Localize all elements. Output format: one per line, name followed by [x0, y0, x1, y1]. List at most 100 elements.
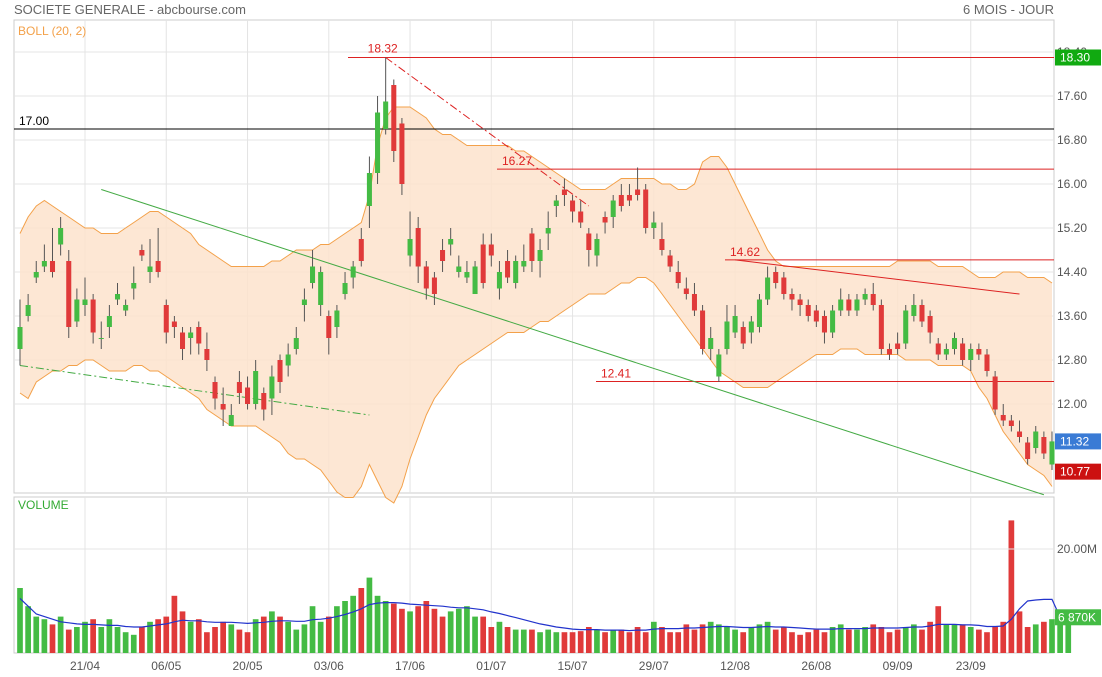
candle-down [488, 244, 494, 256]
volume-bar [569, 632, 576, 653]
candle-up [366, 173, 372, 206]
volume-bar [724, 627, 730, 653]
candle-up [74, 299, 80, 322]
volume-bar [49, 624, 56, 653]
candle-up [350, 266, 356, 278]
candle-down [984, 354, 990, 371]
volume-bar [715, 624, 722, 653]
y-tick-label: 16.80 [1057, 133, 1087, 147]
candle-down [635, 189, 641, 195]
volume-bar [577, 631, 584, 653]
volume-bar [780, 627, 787, 653]
candle-down [960, 343, 966, 360]
volume-bar [33, 616, 40, 653]
candle-up [862, 294, 868, 300]
volume-bar [447, 611, 454, 653]
candle-down [220, 404, 226, 410]
candle-down [813, 310, 819, 322]
volume-bar [984, 632, 990, 653]
candle-up [748, 321, 754, 333]
volume-bar [911, 624, 917, 653]
volume-bar [236, 629, 243, 653]
volume-bar [74, 627, 80, 653]
candle-down [1041, 437, 1047, 454]
volume-bar [878, 627, 885, 653]
trendline [735, 259, 1020, 295]
y-tick-label: 16.00 [1057, 177, 1087, 191]
candle-down [49, 261, 56, 272]
candle-down [602, 217, 608, 223]
candle-up [147, 266, 153, 272]
candle-up [375, 112, 381, 173]
volume-bar [1041, 621, 1047, 653]
volume-last-tag-label: 6 870K [1058, 610, 1096, 624]
volume-bar [114, 627, 121, 653]
candle-down [976, 349, 982, 355]
candle-down [878, 305, 884, 349]
volume-bar [846, 629, 852, 653]
trendline [385, 57, 590, 207]
volume-bar [659, 627, 665, 653]
volume-bar [350, 595, 357, 653]
candle-up [716, 354, 722, 377]
volume-bar [520, 629, 527, 653]
volume-bar [399, 608, 405, 653]
candle-up [854, 299, 860, 311]
candle-down [919, 305, 925, 322]
candle-down [781, 277, 787, 294]
volume-bar [504, 627, 511, 653]
peak-annotation: 18.32 [368, 41, 398, 55]
x-tick-label: 12/08 [720, 659, 750, 673]
candle-up [25, 305, 31, 316]
candle-down [90, 299, 96, 333]
volume-bar [496, 621, 503, 653]
volume-bar [455, 608, 462, 653]
candle-down [821, 316, 827, 333]
volume-bar [854, 629, 860, 653]
candle-up [610, 200, 616, 217]
candle-up [33, 272, 39, 278]
candle-up [131, 283, 137, 289]
candle-up [594, 239, 600, 256]
x-tick-label: 21/04 [70, 659, 100, 673]
candle-down [163, 305, 169, 333]
candle-down [391, 85, 397, 151]
candle-down [139, 250, 145, 256]
candle-down [578, 211, 584, 223]
volume-bar [561, 632, 568, 653]
candle-up [732, 316, 738, 333]
candle-down [326, 316, 332, 338]
candle-down [992, 376, 998, 410]
volume-bar [707, 621, 714, 653]
volume-bar [309, 606, 316, 653]
candle-up [537, 250, 543, 261]
volume-bar [1065, 617, 1072, 653]
candle-down [618, 195, 624, 206]
candle-up [968, 349, 974, 360]
volume-tick-label: 20.00M [1057, 542, 1097, 556]
volume-bar [439, 616, 446, 653]
volume-bar [358, 588, 365, 653]
volume-bar [740, 632, 747, 653]
y-tick-label: 12.80 [1057, 353, 1087, 367]
candle-up [651, 222, 657, 228]
candle-down [805, 305, 811, 316]
volume-bar [626, 632, 633, 653]
horizontal-level-label: 17.00 [19, 114, 49, 128]
volume-bar [870, 624, 877, 653]
candle-up [301, 299, 307, 305]
x-tick-label: 15/07 [558, 659, 588, 673]
candle-up [951, 338, 958, 349]
volume-bar [789, 632, 795, 653]
candle-up [318, 272, 324, 305]
candle-down [626, 195, 632, 201]
candle-up [334, 310, 340, 327]
candle-down [415, 228, 421, 267]
candle-down [212, 382, 218, 399]
x-tick-label: 01/07 [476, 659, 506, 673]
candle-down [277, 360, 283, 382]
candle-down [667, 255, 673, 267]
horizontal-level-label: 12.41 [601, 366, 631, 380]
volume-bar [212, 627, 218, 653]
candle-down [691, 294, 697, 311]
